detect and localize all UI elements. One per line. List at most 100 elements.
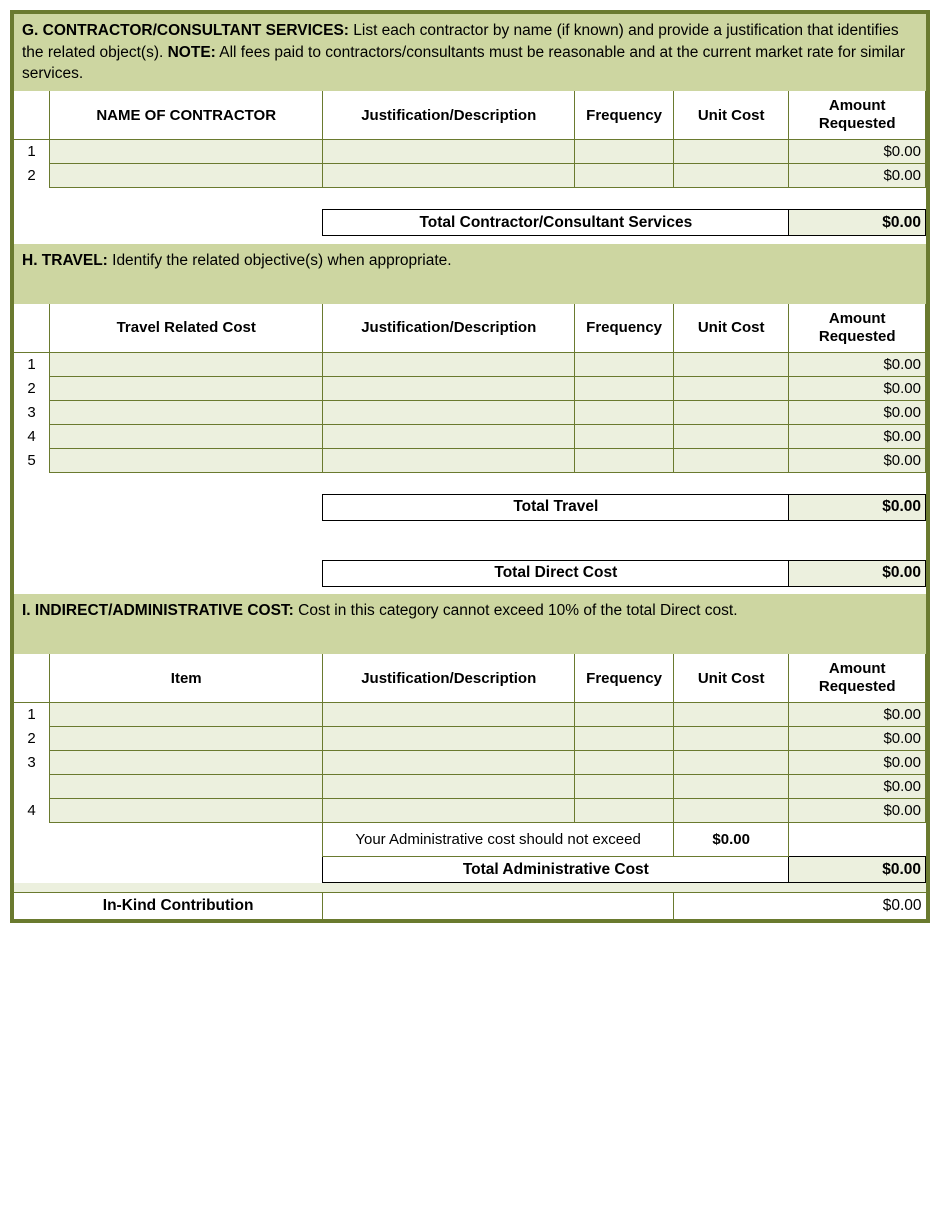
frequency-input[interactable] <box>575 352 674 376</box>
item-input[interactable] <box>50 775 323 799</box>
row-number: 4 <box>14 799 50 823</box>
table-row: 2 $0.00 <box>14 376 926 400</box>
unitcost-input[interactable] <box>673 352 789 376</box>
header-name: NAME OF CONTRACTOR <box>50 91 323 140</box>
section-i-title: I. INDIRECT/ADMINISTRATIVE COST: <box>22 602 294 619</box>
table-row: 3 $0.00 <box>14 400 926 424</box>
table-row: 1 $0.00 <box>14 352 926 376</box>
amount-cell: $0.00 <box>789 140 926 164</box>
total-value: $0.00 <box>789 494 926 520</box>
amount-cell: $0.00 <box>789 424 926 448</box>
justification-input[interactable] <box>323 164 575 188</box>
section-g-table: NAME OF CONTRACTOR Justification/Descrip… <box>14 91 926 244</box>
cost-input[interactable] <box>50 424 323 448</box>
row-number: 1 <box>14 140 50 164</box>
cost-input[interactable] <box>50 352 323 376</box>
row-number: 4 <box>14 424 50 448</box>
section-i-desc: Cost in this category cannot exceed 10% … <box>294 602 738 619</box>
justification-input[interactable] <box>323 775 575 799</box>
frequency-input[interactable] <box>575 424 674 448</box>
header-justification: Justification/Description <box>323 91 575 140</box>
table-header-row: Item Justification/Description Frequency… <box>14 654 926 703</box>
item-input[interactable] <box>50 799 323 823</box>
header-frequency: Frequency <box>575 304 674 353</box>
row-number: 2 <box>14 376 50 400</box>
justification-input[interactable] <box>323 140 575 164</box>
row-number: 3 <box>14 751 50 775</box>
justification-input[interactable] <box>323 352 575 376</box>
item-input[interactable] <box>50 727 323 751</box>
amount-cell: $0.00 <box>789 376 926 400</box>
justification-input[interactable] <box>323 448 575 472</box>
table-row: 4 $0.00 <box>14 424 926 448</box>
table-row: 2 $0.00 <box>14 164 926 188</box>
header-amount-b: Requested <box>819 678 896 695</box>
justification-input[interactable] <box>323 799 575 823</box>
section-i-header: I. INDIRECT/ADMINISTRATIVE COST: Cost in… <box>14 594 926 654</box>
header-unitcost: Unit Cost <box>673 304 789 353</box>
frequency-input[interactable] <box>575 400 674 424</box>
table-row: 1 $0.00 <box>14 140 926 164</box>
frequency-input[interactable] <box>575 140 674 164</box>
frequency-input[interactable] <box>575 727 674 751</box>
total-value: $0.00 <box>789 210 926 236</box>
inkind-label: In-Kind Contribution <box>14 893 323 919</box>
table-row: 2 $0.00 <box>14 727 926 751</box>
unitcost-input[interactable] <box>673 727 789 751</box>
header-justification: Justification/Description <box>323 304 575 353</box>
cost-input[interactable] <box>50 448 323 472</box>
section-g-note-label: NOTE: <box>168 44 216 61</box>
justification-input[interactable] <box>323 751 575 775</box>
header-amount-a: Amount <box>829 97 886 114</box>
row-number: 2 <box>14 727 50 751</box>
frequency-input[interactable] <box>575 164 674 188</box>
frequency-input[interactable] <box>575 448 674 472</box>
item-input[interactable] <box>50 751 323 775</box>
inkind-value: $0.00 <box>673 893 925 919</box>
name-input[interactable] <box>50 164 323 188</box>
header-frequency: Frequency <box>575 654 674 703</box>
unitcost-input[interactable] <box>673 424 789 448</box>
justification-input[interactable] <box>323 400 575 424</box>
unitcost-input[interactable] <box>673 799 789 823</box>
total-direct-label: Total Direct Cost <box>323 560 789 586</box>
unitcost-input[interactable] <box>673 140 789 164</box>
name-input[interactable] <box>50 140 323 164</box>
frequency-input[interactable] <box>575 775 674 799</box>
section-h-total-row: Total Travel $0.00 <box>14 494 926 520</box>
amount-cell: $0.00 <box>789 400 926 424</box>
justification-input[interactable] <box>323 424 575 448</box>
cost-input[interactable] <box>50 400 323 424</box>
cost-input[interactable] <box>50 376 323 400</box>
frequency-input[interactable] <box>575 799 674 823</box>
frequency-input[interactable] <box>575 376 674 400</box>
table-row: 4 $0.00 <box>14 799 926 823</box>
justification-input[interactable] <box>323 376 575 400</box>
row-number: 1 <box>14 352 50 376</box>
table-row: $0.00 <box>14 775 926 799</box>
item-input[interactable] <box>50 703 323 727</box>
justification-input[interactable] <box>323 703 575 727</box>
header-blank <box>14 304 50 353</box>
unitcost-input[interactable] <box>673 703 789 727</box>
unitcost-input[interactable] <box>673 448 789 472</box>
header-frequency: Frequency <box>575 91 674 140</box>
justification-input[interactable] <box>323 727 575 751</box>
amount-cell: $0.00 <box>789 352 926 376</box>
row-number: 1 <box>14 703 50 727</box>
section-h-title: H. TRAVEL: <box>22 252 108 269</box>
frequency-input[interactable] <box>575 703 674 727</box>
budget-form: G. CONTRACTOR/CONSULTANT SERVICES: List … <box>10 10 930 923</box>
unitcost-input[interactable] <box>673 775 789 799</box>
header-amount-b: Requested <box>819 115 896 132</box>
frequency-input[interactable] <box>575 751 674 775</box>
header-travel-cost: Travel Related Cost <box>50 304 323 353</box>
inkind-row: In-Kind Contribution $0.00 <box>14 893 926 919</box>
unitcost-input[interactable] <box>673 164 789 188</box>
header-item: Item <box>50 654 323 703</box>
inkind-mid[interactable] <box>323 893 674 919</box>
admin-note-value: $0.00 <box>673 823 789 857</box>
unitcost-input[interactable] <box>673 400 789 424</box>
unitcost-input[interactable] <box>673 376 789 400</box>
unitcost-input[interactable] <box>673 751 789 775</box>
